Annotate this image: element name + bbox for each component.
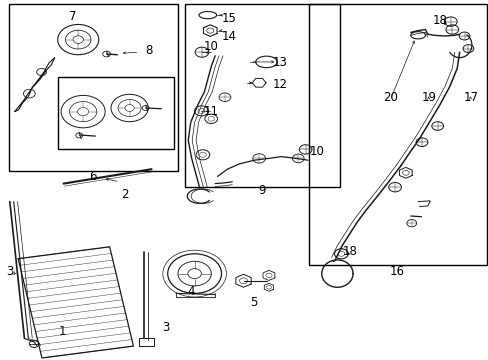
Text: 8: 8	[145, 44, 153, 57]
Text: 5: 5	[250, 296, 258, 309]
Bar	[184, 4, 339, 187]
Text: 11: 11	[203, 105, 218, 118]
Text: 7: 7	[68, 10, 76, 23]
Text: 6: 6	[89, 170, 97, 183]
Text: 10: 10	[203, 40, 218, 53]
Text: 2: 2	[121, 188, 128, 201]
Text: 13: 13	[272, 57, 286, 69]
Text: 12: 12	[272, 78, 286, 91]
Text: 19: 19	[421, 91, 435, 104]
Text: 3: 3	[162, 321, 170, 334]
Text: 14: 14	[221, 30, 236, 42]
Text: 10: 10	[309, 145, 324, 158]
Text: 17: 17	[463, 91, 477, 104]
Bar	[58, 77, 173, 149]
Text: 4: 4	[186, 285, 194, 298]
Text: 18: 18	[432, 14, 447, 27]
Text: 3: 3	[6, 265, 14, 278]
Text: 1: 1	[59, 325, 66, 338]
Text: 20: 20	[382, 91, 397, 104]
Bar	[308, 4, 486, 265]
Text: 16: 16	[389, 265, 404, 278]
Text: 9: 9	[257, 184, 265, 197]
Text: 18: 18	[342, 246, 356, 258]
Text: 15: 15	[221, 12, 236, 24]
Bar	[9, 4, 178, 171]
